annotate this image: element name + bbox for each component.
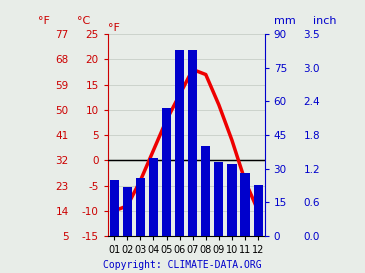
Bar bbox=[201, 146, 210, 236]
Bar bbox=[162, 108, 171, 236]
Text: Copyright: CLIMATE-DATA.ORG: Copyright: CLIMATE-DATA.ORG bbox=[103, 260, 262, 270]
Text: mm: mm bbox=[274, 16, 296, 26]
Bar bbox=[149, 158, 158, 236]
Bar bbox=[254, 185, 263, 236]
Bar bbox=[110, 180, 119, 236]
Bar bbox=[188, 50, 197, 236]
Text: inch: inch bbox=[313, 16, 337, 26]
Text: °F: °F bbox=[38, 16, 50, 26]
Bar bbox=[214, 162, 223, 236]
Text: °F: °F bbox=[108, 23, 120, 33]
Bar bbox=[123, 187, 132, 236]
Bar bbox=[241, 173, 250, 236]
Text: °C: °C bbox=[77, 16, 91, 26]
Bar bbox=[227, 164, 237, 236]
Bar bbox=[175, 50, 184, 236]
Bar bbox=[136, 178, 145, 236]
